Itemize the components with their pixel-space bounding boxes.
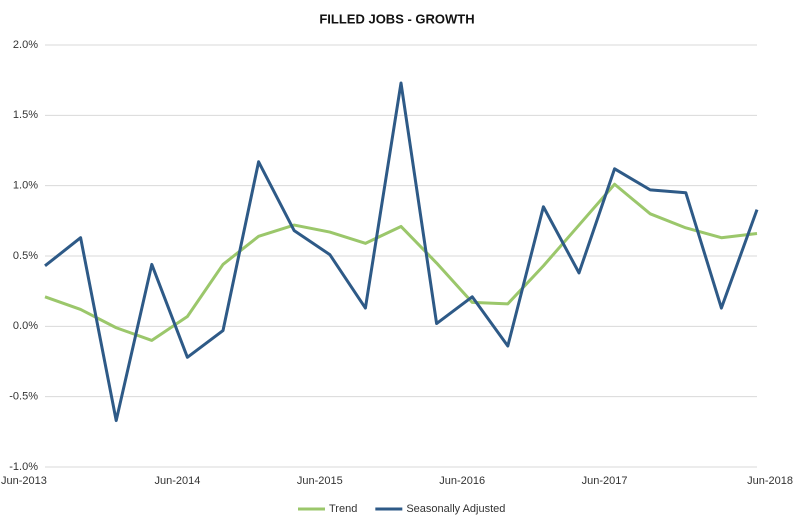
- legend-label: Seasonally Adjusted: [406, 503, 505, 515]
- x-tick-label: Jun-2015: [297, 475, 343, 487]
- x-tick-label: Jun-2014: [154, 475, 200, 487]
- x-tick-label: Jun-2013: [1, 475, 47, 487]
- series-line: [44, 81, 759, 423]
- series-line: [44, 182, 758, 342]
- chart-title: FILLED JOBS - GROWTH: [319, 11, 474, 26]
- y-tick-label: 1.0%: [13, 180, 38, 192]
- y-tick-label: 1.5%: [13, 109, 38, 121]
- x-tick-label: Jun-2016: [439, 475, 485, 487]
- legend-label: Trend: [329, 503, 357, 515]
- y-tick-label: -0.5%: [9, 391, 38, 403]
- y-tick-label: 0.5%: [13, 250, 38, 262]
- x-tick-label: Jun-2017: [582, 475, 628, 487]
- y-tick-label: -1.0%: [9, 461, 38, 473]
- x-tick-label: Jun-2018: [747, 475, 793, 487]
- y-tick-label: 2.0%: [13, 39, 38, 51]
- y-tick-label: 0.0%: [13, 320, 38, 332]
